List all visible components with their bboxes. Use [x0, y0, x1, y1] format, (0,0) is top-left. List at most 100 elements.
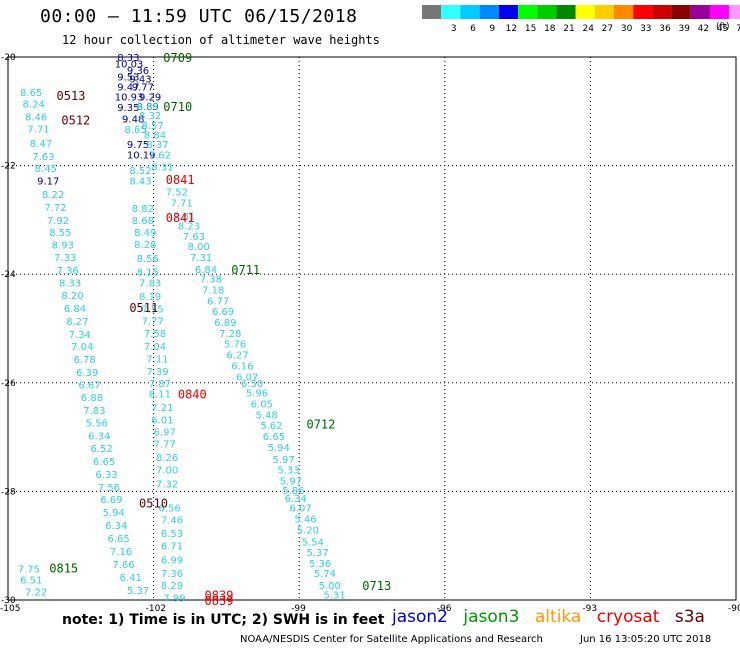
wave-height-value: 6.65 [263, 432, 285, 443]
wave-height-value: 9.53 [117, 73, 139, 84]
wave-height-value: 8.65 [20, 88, 42, 99]
legend-swatch [671, 5, 691, 19]
wave-height-value: 6.41 [120, 573, 142, 584]
wave-height-value: 7.81 [173, 212, 195, 223]
wave-height-value: 6.67 [78, 380, 100, 391]
pass-time-label: 0712 [306, 418, 335, 432]
lon-tick-label: -90 [728, 604, 740, 614]
pass-time-label: 0815 [49, 561, 78, 575]
wave-height-value: 7.38 [200, 275, 222, 286]
wave-height-value: 7.71 [27, 125, 49, 136]
wave-height-value: 6.65 [107, 534, 129, 545]
legend-units: (ft) [716, 22, 730, 32]
wave-height-value: 7.75 [18, 565, 40, 576]
satellite-label-altika: altika [534, 607, 582, 627]
color-legend: 36912151821242730333639424570 [422, 5, 740, 34]
legend-swatch [460, 5, 480, 19]
legend-tick-label: 15 [525, 24, 536, 34]
pass-time-label: 0841 [166, 211, 195, 225]
wave-height-value: 5.31 [323, 591, 345, 602]
wave-height-value: 7.83 [139, 278, 161, 289]
wave-height-value: 6.39 [76, 368, 98, 379]
wave-height-value: 6.84 [195, 265, 217, 276]
legend-swatch [652, 5, 672, 19]
wave-height-value: 8.84 [144, 131, 166, 142]
lon-tick-label: -96 [437, 604, 452, 614]
wave-height-value: 7.36 [57, 266, 79, 277]
wave-height-value: 8.46 [25, 113, 47, 124]
wave-height-value: 7.63 [183, 232, 205, 243]
pass-time-label: 0709 [163, 51, 192, 65]
wave-height-value: 6.27 [226, 351, 248, 362]
wave-height-value: 9.77 [132, 82, 154, 93]
wave-height-value: 8.37 [146, 140, 168, 151]
wave-height-value: 7.52 [166, 188, 188, 199]
wave-height-value: 8.32 [139, 111, 161, 122]
wave-height-value: 6.53 [161, 529, 183, 540]
wave-height-value: 5.74 [314, 569, 336, 580]
legend-tick-label: 30 [621, 24, 633, 34]
legend-tick-label: 9 [489, 24, 495, 34]
wave-height-value: 7.34 [69, 330, 91, 341]
wave-height-value: 8.31 [151, 163, 173, 174]
legend-tick-label: 27 [602, 24, 613, 34]
satellite-legend: jason2 jason3 altika cryosat s3a [392, 607, 715, 627]
wave-height-value: 8.33 [117, 53, 139, 64]
wave-height-value: 7.46 [161, 516, 183, 527]
wave-height-value: 7.71 [171, 199, 193, 210]
credit-text: NOAA/NESDIS Center for Satellite Applica… [240, 634, 543, 645]
wave-height-value: 8.93 [52, 240, 74, 251]
wave-height-value: 6.51 [20, 575, 42, 586]
legend-tick-label: 36 [659, 24, 671, 34]
wave-height-value: 5.00 [319, 581, 341, 592]
wave-height-value: 9.43 [129, 75, 151, 86]
wave-height-value: 9.75 [127, 140, 149, 151]
credit-date: Jun 16 13:05:20 UTC 2018 [580, 634, 712, 645]
page-title: 00:00 – 11:59 UTC 06/15/2018 [40, 6, 358, 27]
wave-height-value: 6.69 [212, 307, 234, 318]
wave-height-value: 5.62 [260, 421, 282, 432]
page-subtitle: 12 hour collection of altimeter wave hei… [62, 33, 380, 47]
wave-height-value: 7.04 [71, 342, 93, 353]
legend-tick-label: 24 [582, 24, 594, 34]
wave-height-value: 8.68 [132, 216, 154, 227]
wave-height-value: 5.54 [302, 537, 324, 548]
note-text: note: 1) Time is in UTC; 2) SWH is in fe… [62, 612, 385, 628]
wave-height-value: 6.65 [93, 457, 115, 468]
wave-height-value: 5.33 [277, 466, 299, 477]
wave-height-value: 8.33 [59, 278, 81, 289]
wave-height-value: 8.20 [61, 291, 83, 302]
wave-height-value: 8.00 [188, 242, 210, 253]
wave-height-value: 7.63 [32, 152, 54, 163]
wave-height-value: 8.82 [132, 204, 154, 215]
wave-height-value: 6.78 [74, 355, 96, 366]
lat-tick-label: -22 [1, 162, 16, 172]
wave-height-value: 7.83 [83, 406, 105, 417]
wave-height-value: 8.57 [141, 121, 163, 132]
wave-height-value: 5.96 [246, 389, 268, 400]
lat-tick-label: -28 [1, 487, 16, 497]
wave-height-value: 8.49 [134, 228, 156, 239]
wave-height-value: 10.19 [127, 151, 156, 162]
wave-height-value: 5.48 [256, 410, 278, 421]
pass-time-label: 0839 [205, 589, 234, 603]
legend-swatch [614, 5, 634, 19]
legend-swatch [479, 5, 499, 19]
wave-height-value: 7.33 [54, 253, 76, 264]
wave-height-value: 6.33 [95, 470, 117, 481]
wave-height-value: 9.29 [139, 93, 161, 104]
wave-height-value: 7.66 [112, 560, 134, 571]
legend-tick-label: 42 [698, 24, 709, 34]
wave-height-value: 8.11 [149, 390, 171, 401]
wave-height-value: 6.99 [161, 555, 183, 566]
wave-height-value: 6.34 [285, 494, 307, 505]
wave-height-value: 9.35 [117, 103, 139, 114]
wave-height-value: 7.21 [151, 403, 173, 414]
legend-swatch [556, 5, 576, 19]
wave-height-value: 6.89 [214, 318, 236, 329]
wave-height-value: 9.36 [127, 66, 149, 77]
wave-height-value: 6.56 [158, 504, 180, 515]
legend-tick-label: 39 [678, 24, 690, 34]
wave-height-value: 6.69 [100, 495, 122, 506]
